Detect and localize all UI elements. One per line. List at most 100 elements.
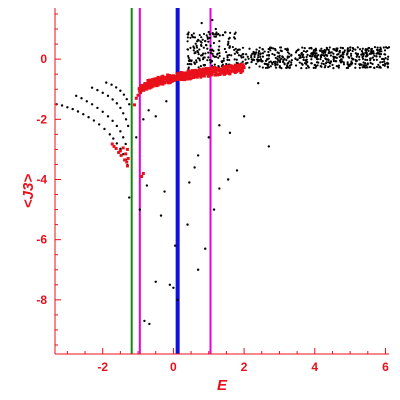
black-point-22 [101, 110, 104, 114]
black-band-point-667 [284, 47, 287, 51]
black-band-point-654 [196, 40, 199, 43]
red-band-point-177 [195, 75, 199, 79]
black-band-point-675 [255, 58, 259, 61]
black-band-point-426 [189, 46, 192, 49]
black-band-point-17 [217, 56, 220, 59]
black-band-point-592 [270, 61, 274, 64]
red-point-5 [119, 153, 123, 157]
red-band-point-408 [191, 74, 195, 78]
black-band-point-144 [228, 58, 231, 62]
red-band-point-371 [167, 79, 171, 83]
black-band-point-598 [320, 54, 323, 57]
black-band-point-360 [296, 58, 299, 61]
black-band-point-630 [363, 64, 366, 67]
black-band-point-382 [204, 52, 207, 55]
black-band-point-688 [365, 48, 369, 51]
red-point-18 [140, 174, 144, 178]
red-band-point-418 [162, 77, 166, 81]
black-band-point-627 [366, 58, 369, 62]
black-band-point-70 [212, 41, 215, 45]
red-band-point-390 [233, 69, 237, 73]
red-band-point-406 [194, 69, 198, 73]
black-band-point-668 [213, 55, 216, 58]
black-band-point-527 [196, 49, 199, 53]
red-band-point-303 [188, 71, 192, 75]
red-band-point-374 [188, 74, 192, 78]
black-band-point-29 [259, 58, 263, 61]
black-point-6 [87, 116, 90, 119]
black-band-point-96 [227, 40, 230, 43]
red-band-point-415 [210, 70, 214, 74]
black-band-point-473 [240, 56, 243, 59]
red-band-point-245 [177, 71, 181, 75]
black-band-point-246 [328, 50, 331, 54]
black-band-point-424 [267, 50, 270, 54]
black-band-point-500 [305, 63, 308, 66]
black-band-point-694 [253, 53, 256, 56]
black-band-point-580 [274, 47, 277, 51]
black-point-34 [115, 102, 119, 105]
black-band-point-238 [302, 49, 305, 53]
red-band-point-392 [200, 70, 204, 74]
black-band-point-496 [335, 60, 338, 63]
black-band-point-633 [258, 49, 261, 53]
black-band-point-118 [288, 64, 292, 67]
black-band-point-587 [340, 61, 343, 64]
black-band-point-333 [326, 58, 330, 61]
black-band-point-685 [351, 58, 355, 61]
black-band-point-247 [246, 61, 249, 64]
red-point-6 [117, 150, 121, 154]
black-band-point-373 [187, 56, 190, 59]
black-band-point-392 [242, 53, 245, 56]
black-band-point-466 [307, 66, 310, 69]
black-point-10 [108, 133, 111, 136]
black-band-point-503 [214, 35, 217, 38]
black-band-point-385 [264, 66, 268, 70]
red-band-point-409 [186, 69, 190, 73]
black-band-point-560 [261, 55, 265, 58]
black-point-49 [147, 109, 150, 112]
black-band-point-555 [358, 63, 361, 67]
black-band-point-502 [228, 53, 231, 57]
black-band-point-329 [373, 46, 377, 49]
black-band-point-499 [315, 52, 318, 55]
black-band-point-299 [310, 58, 313, 61]
red-point-10 [123, 158, 127, 162]
red-point-2 [121, 146, 125, 150]
black-band-point-683 [346, 47, 350, 50]
black-band-point-566 [257, 58, 261, 62]
black-band-point-126 [269, 65, 272, 68]
black-band-point-150 [362, 61, 365, 64]
red-band-point-377 [154, 79, 158, 83]
black-band-point-272 [381, 60, 384, 64]
black-band-point-533 [324, 49, 327, 52]
red-band-point-419 [196, 71, 200, 75]
black-band-point-573 [211, 52, 214, 55]
black-point-64 [188, 181, 191, 184]
red-band-point-273 [228, 69, 232, 73]
red-band-point-411 [168, 74, 172, 78]
black-band-point-260 [204, 43, 208, 47]
black-point-78 [257, 82, 260, 85]
black-point-63 [186, 223, 189, 226]
red-band-point-404 [157, 78, 161, 82]
black-band-point-504 [230, 54, 233, 57]
black-band-point-535 [376, 52, 379, 55]
black-band-point-570 [239, 54, 242, 58]
black-band-point-211 [226, 43, 229, 46]
black-band-point-304 [273, 53, 276, 57]
black-band-point-636 [306, 60, 309, 64]
black-band-point-263 [241, 60, 244, 63]
black-point-79 [200, 21, 203, 25]
black-band-point-250 [250, 54, 253, 57]
black-band-point-623 [206, 37, 209, 40]
black-band-point-79 [257, 53, 260, 57]
black-band-point-539 [268, 47, 271, 50]
red-band-point-259 [236, 63, 240, 67]
black-band-point-494 [319, 49, 323, 52]
black-band-point-493 [272, 47, 275, 50]
black-band-point-524 [321, 59, 325, 63]
black-band-point-393 [223, 31, 227, 34]
black-band-point-508 [186, 40, 189, 43]
black-band-point-511 [279, 46, 282, 49]
